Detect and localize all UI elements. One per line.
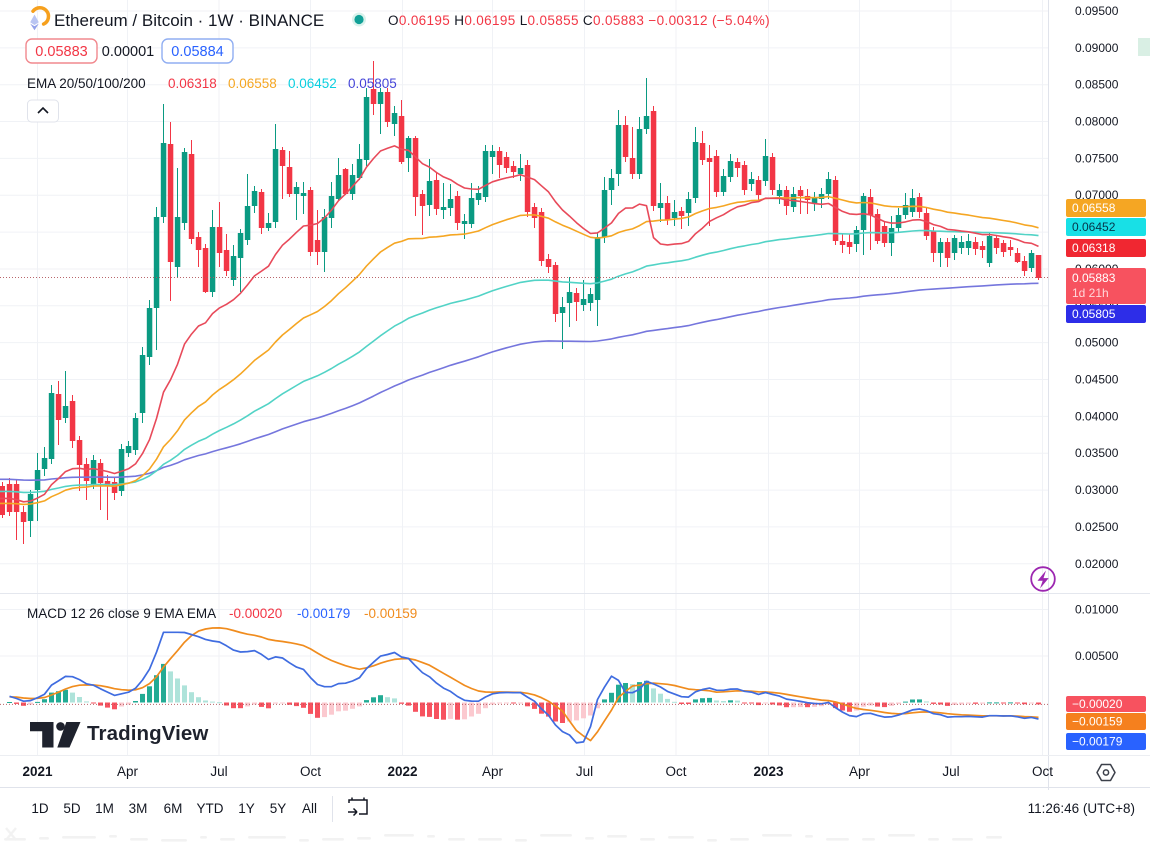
svg-text:YTD: YTD [197, 801, 224, 816]
svg-text:0.05884: 0.05884 [171, 44, 223, 60]
svg-text:−0.00020: −0.00020 [1072, 697, 1123, 711]
svg-text:0.04500: 0.04500 [1075, 373, 1119, 387]
svg-text:0.07500: 0.07500 [1075, 151, 1119, 165]
svg-text:−0.00159: −0.00159 [1072, 715, 1123, 729]
svg-text:0.08500: 0.08500 [1075, 78, 1119, 92]
svg-text:0.05805: 0.05805 [1072, 307, 1116, 321]
svg-text:Apr: Apr [117, 764, 139, 779]
svg-text:1M: 1M [95, 801, 114, 816]
svg-text:0.06318: 0.06318 [168, 76, 217, 91]
svg-text:Jul: Jul [942, 764, 959, 779]
svg-text:1Y: 1Y [238, 801, 255, 816]
svg-text:0.03500: 0.03500 [1075, 446, 1119, 460]
svg-text:EMA 20/50/100/200: EMA 20/50/100/200 [27, 76, 146, 91]
svg-text:Jul: Jul [576, 764, 593, 779]
svg-text:1d 21h: 1d 21h [1072, 286, 1109, 300]
svg-text:0.02000: 0.02000 [1075, 557, 1119, 571]
svg-text:Oct: Oct [1032, 764, 1053, 779]
svg-text:0.05883: 0.05883 [1072, 271, 1116, 285]
svg-text:TradingView: TradingView [87, 722, 208, 745]
svg-text:2022: 2022 [387, 764, 417, 779]
svg-text:3M: 3M [129, 801, 148, 816]
svg-text:5D: 5D [63, 801, 81, 816]
svg-text:0.06558: 0.06558 [228, 76, 277, 91]
svg-text:Apr: Apr [849, 764, 871, 779]
svg-text:Oct: Oct [665, 764, 686, 779]
svg-text:O0.06195 H0.06195 L0.05855 C0.: O0.06195 H0.06195 L0.05855 C0.05883 −0.0… [388, 13, 770, 28]
svg-text:11:26:46 (UTC+8): 11:26:46 (UTC+8) [1028, 801, 1135, 816]
svg-text:0.04000: 0.04000 [1075, 409, 1119, 423]
svg-text:6M: 6M [164, 801, 183, 816]
svg-text:0.06452: 0.06452 [1072, 220, 1116, 234]
svg-text:0.06452: 0.06452 [288, 76, 337, 91]
svg-text:-0.00179: -0.00179 [297, 606, 350, 621]
svg-text:0.05805: 0.05805 [348, 76, 397, 91]
svg-text:Apr: Apr [482, 764, 504, 779]
svg-text:0.06558: 0.06558 [1072, 201, 1116, 215]
svg-text:-0.00159: -0.00159 [364, 606, 417, 621]
svg-text:0.08000: 0.08000 [1075, 115, 1119, 129]
svg-text:0.06318: 0.06318 [1072, 241, 1116, 255]
svg-text:Oct: Oct [300, 764, 321, 779]
svg-text:0.05000: 0.05000 [1075, 336, 1119, 350]
svg-text:-0.00020: -0.00020 [229, 606, 282, 621]
svg-text:0.01000: 0.01000 [1075, 603, 1119, 617]
svg-text:2021: 2021 [22, 764, 53, 779]
svg-text:0.00001: 0.00001 [102, 44, 154, 60]
svg-text:0.03000: 0.03000 [1075, 483, 1119, 497]
svg-text:1D: 1D [31, 801, 49, 816]
svg-text:−0.00179: −0.00179 [1072, 735, 1123, 749]
svg-text:0.07000: 0.07000 [1075, 188, 1119, 202]
svg-text:0.05883: 0.05883 [35, 44, 87, 60]
svg-text:5Y: 5Y [270, 801, 287, 816]
svg-text:Ethereum / Bitcoin · 1W · BINA: Ethereum / Bitcoin · 1W · BINANCE [54, 11, 324, 30]
svg-text:0.00500: 0.00500 [1075, 649, 1119, 663]
svg-text:0.02500: 0.02500 [1075, 520, 1119, 534]
svg-text:0.09000: 0.09000 [1075, 41, 1119, 55]
svg-text:Jul: Jul [210, 764, 227, 779]
svg-text:2023: 2023 [753, 764, 784, 779]
svg-text:MACD 12 26 close 9 EMA EMA: MACD 12 26 close 9 EMA EMA [27, 606, 216, 621]
svg-text:0.09500: 0.09500 [1075, 4, 1119, 18]
svg-text:All: All [302, 801, 317, 816]
